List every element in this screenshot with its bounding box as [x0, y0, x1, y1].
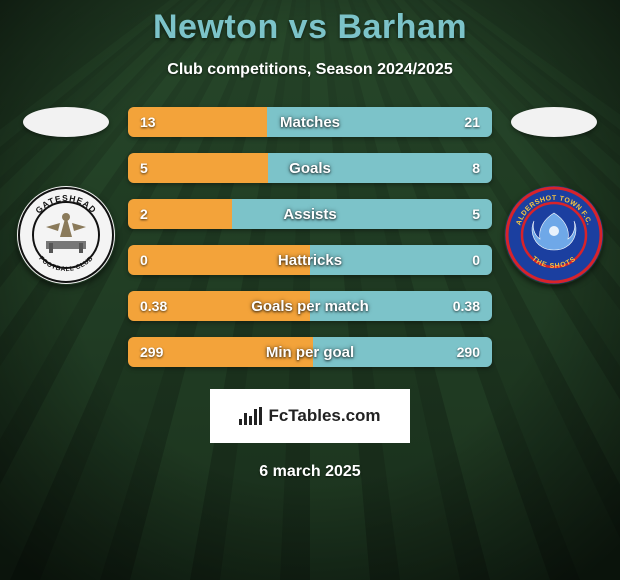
bar-chart-icon — [239, 407, 262, 425]
left-column: GATESHEAD FOOTBALL CLUB — [10, 107, 122, 285]
stat-bar-right-value: 5 — [460, 199, 492, 229]
flag-left — [23, 107, 109, 137]
stat-bar: 00Hattricks — [128, 245, 492, 275]
branding-box: FcTables.com — [210, 389, 410, 443]
title-player2: Barham — [337, 8, 467, 46]
date-text: 6 march 2025 — [0, 463, 620, 481]
stat-bar-left-value: 0.38 — [128, 291, 179, 321]
stat-bars: 1321Matches58Goals25Assists00Hattricks0.… — [122, 107, 498, 367]
stat-bar-right-fill — [232, 199, 492, 229]
stat-bar-right-value: 0 — [460, 245, 492, 275]
stat-bar: 58Goals — [128, 153, 492, 183]
club-badge-left: GATESHEAD FOOTBALL CLUB — [16, 185, 116, 285]
stat-bar: 0.380.38Goals per match — [128, 291, 492, 321]
right-column: ALDERSHOT TOWN F.C. THE SHOTS — [498, 107, 610, 285]
stat-bar-left-value: 299 — [128, 337, 175, 367]
stat-bar-left-value: 2 — [128, 199, 160, 229]
stat-bar: 25Assists — [128, 199, 492, 229]
flag-right — [511, 107, 597, 137]
stat-bar-right-value: 0.38 — [441, 291, 492, 321]
stat-bar-left-value: 5 — [128, 153, 160, 183]
stat-bar-right-fill — [268, 153, 492, 183]
stat-bar-right-value: 290 — [445, 337, 492, 367]
title-player1: Newton — [153, 8, 279, 46]
branding-text: FcTables.com — [268, 406, 380, 426]
title-vs: vs — [289, 8, 328, 46]
main-row: GATESHEAD FOOTBALL CLUB 1321Matches58Goa… — [0, 107, 620, 367]
page-title: Newton vs Barham — [0, 8, 620, 47]
club-badge-right: ALDERSHOT TOWN F.C. THE SHOTS — [504, 185, 604, 285]
stat-bar: 299290Min per goal — [128, 337, 492, 367]
subtitle: Club competitions, Season 2024/2025 — [0, 61, 620, 79]
stat-bar-right-value: 21 — [452, 107, 492, 137]
stat-bar-right-value: 8 — [460, 153, 492, 183]
stat-bar: 1321Matches — [128, 107, 492, 137]
stat-bar-left-value: 0 — [128, 245, 160, 275]
stat-bar-left-value: 13 — [128, 107, 168, 137]
